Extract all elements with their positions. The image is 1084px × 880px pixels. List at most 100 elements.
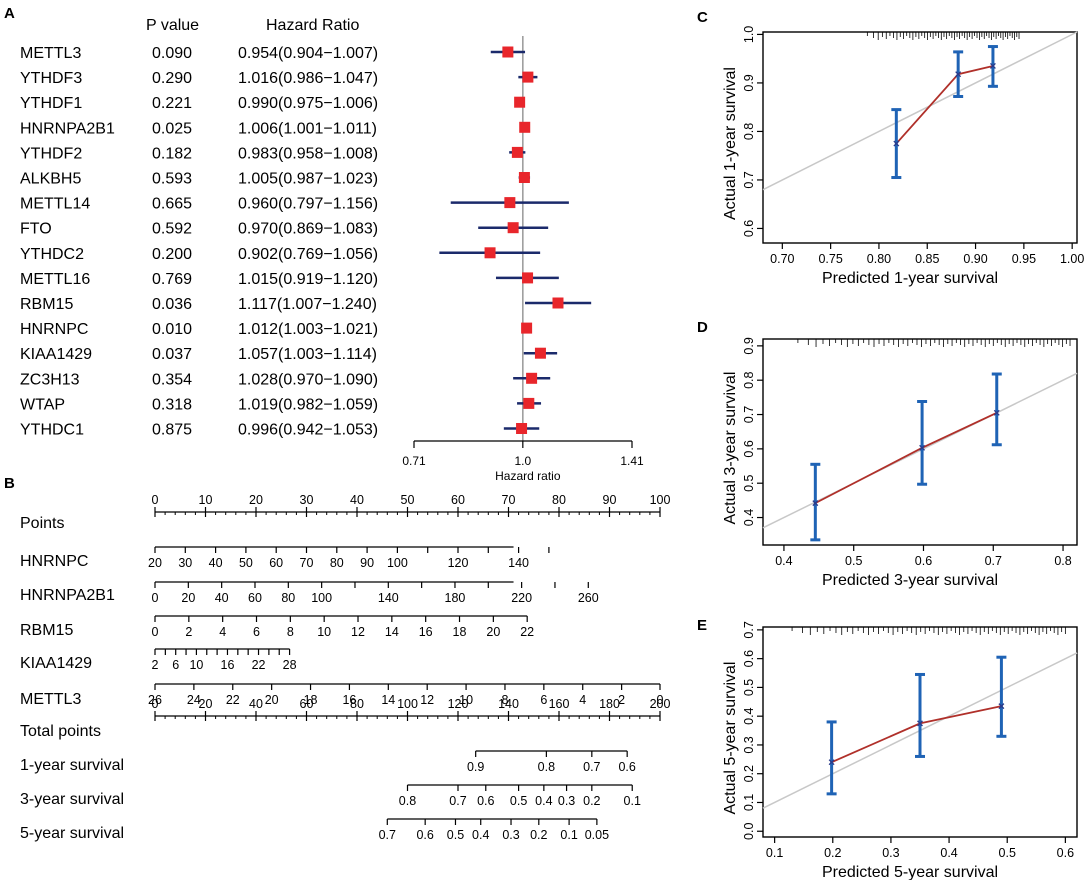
gene-label: YTHDC2 xyxy=(20,246,84,263)
nomogram-tick-label: 40 xyxy=(249,697,263,711)
nomogram-tick-label: 20 xyxy=(486,625,500,639)
gene-label: HNRNPC xyxy=(20,321,88,338)
nomogram-tick-label: 0.5 xyxy=(510,794,527,808)
hazard-ratio-text: 0.990(0.975−1.006) xyxy=(238,95,378,112)
nomogram-scale-name: Points xyxy=(20,515,64,532)
hr-marker xyxy=(523,397,535,409)
hr-marker xyxy=(507,222,519,234)
nomogram-tick-label: 0.6 xyxy=(416,828,433,842)
x-axis-title: Predicted 1-year survival xyxy=(822,270,998,287)
gene-label: YTHDF1 xyxy=(20,95,82,112)
nomogram-tick-label: 0.6 xyxy=(477,794,494,808)
hr-marker xyxy=(526,372,538,384)
y-axis-title: Actual 5-year survival xyxy=(722,662,739,815)
nomogram-scale-name: 5-year survival xyxy=(20,825,124,842)
nomogram-tick-label: 70 xyxy=(502,493,516,507)
p-value: 0.200 xyxy=(152,246,192,263)
x-tick-label: 0.4 xyxy=(775,554,792,568)
nomogram-tick-label: 140 xyxy=(378,591,399,605)
data-point-marker xyxy=(917,720,923,727)
nomogram-tick-label: 0.8 xyxy=(538,760,555,774)
nomogram-scale-name: HNRNPC xyxy=(20,553,88,570)
p-value: 0.875 xyxy=(152,422,192,439)
nomogram-tick-label: 14 xyxy=(381,693,395,707)
hr-marker xyxy=(518,172,530,183)
data-point-marker xyxy=(919,444,926,451)
data-point-marker xyxy=(812,500,819,507)
nomogram-scale-name: Total points xyxy=(20,723,101,740)
nomogram-tick-label: 18 xyxy=(304,693,318,707)
p-value: 0.592 xyxy=(152,221,192,238)
nomogram-tick-label: 40 xyxy=(350,493,364,507)
nomogram-tick-label: 10 xyxy=(459,693,473,707)
nomogram-tick-label: 20 xyxy=(199,697,213,711)
nomogram-tick-label: 100 xyxy=(397,697,418,711)
nomogram-tick-label: 260 xyxy=(578,591,599,605)
gene-label: METTL16 xyxy=(20,271,90,288)
x-tick-label: 0.85 xyxy=(915,252,939,266)
x-tick-label: 0.6 xyxy=(1057,846,1074,860)
nomogram-tick-label: 60 xyxy=(269,556,283,570)
nomogram-tick-label: 24 xyxy=(187,693,201,707)
p-value: 0.025 xyxy=(152,120,192,137)
nomogram-scale-name: HNRNPA2B1 xyxy=(20,587,115,604)
x-tick-label: 0.7 xyxy=(985,554,1002,568)
y-tick-label: 0.2 xyxy=(742,765,756,782)
hr-marker xyxy=(522,272,534,284)
hazard-ratio-text: 1.006(1.001−1.011) xyxy=(238,120,377,137)
nomogram-tick-label: 0 xyxy=(152,493,159,507)
nomogram-tick-label: 0.6 xyxy=(618,760,635,774)
nomogram-tick-label: 0.7 xyxy=(379,828,396,842)
nomogram-tick-label: 10 xyxy=(199,493,213,507)
hazard-ratio-text: 0.954(0.904−1.007) xyxy=(238,45,378,62)
data-point-marker xyxy=(955,71,962,78)
nomogram-tick-label: 60 xyxy=(451,493,465,507)
p-value: 0.036 xyxy=(152,296,192,313)
nomogram-tick-label: 0.9 xyxy=(467,760,484,774)
hr-marker xyxy=(534,347,546,359)
hr-marker xyxy=(511,146,523,158)
hr-marker xyxy=(552,297,564,309)
x-tick-label: 0.95 xyxy=(1012,252,1036,266)
p-value: 0.090 xyxy=(152,45,192,62)
ideal-diagonal-line xyxy=(762,31,1078,191)
nomogram-tick-label: 160 xyxy=(549,697,570,711)
panel-letter-b: B xyxy=(4,475,15,492)
panel-letter-a: A xyxy=(4,5,15,22)
nomogram-tick-label: 0.3 xyxy=(502,828,519,842)
nomogram-tick-label: 90 xyxy=(360,556,374,570)
nomogram-tick-label: 16 xyxy=(221,658,235,672)
data-point-marker xyxy=(828,759,835,766)
x-tick-label: 0.5 xyxy=(999,846,1016,860)
nomogram-tick-label: 0.4 xyxy=(535,794,552,808)
calibration-plot-5-year: 0.1 0.2 0.3 0.4 0.5 0.6 0.0 0.1 0.2 0.3 0.4 0.5 0.6 0… xyxy=(722,621,1078,880)
nomogram-tick-label: 28 xyxy=(283,658,297,672)
p-value: 0.354 xyxy=(152,371,192,388)
nomogram-tick-label: 20 xyxy=(249,493,263,507)
nomogram-tick-label: 20 xyxy=(181,591,195,605)
y-tick-label: 0.0 xyxy=(742,823,756,840)
x-tick-label: 0.8 xyxy=(1054,554,1071,568)
nomogram-tick-label: 0.4 xyxy=(472,828,489,842)
hazard-ratio-text: 0.983(0.958−1.008) xyxy=(238,145,378,162)
p-value: 0.665 xyxy=(152,196,192,213)
y-tick-label: 0.5 xyxy=(742,679,756,696)
data-point-marker xyxy=(993,409,1000,416)
hazard-ratio-text: 1.057(1.003−1.114) xyxy=(238,346,377,363)
hr-marker xyxy=(502,46,514,58)
nomogram-tick-label: 2 xyxy=(185,625,192,639)
hazard-ratio-text: 1.028(0.970−1.090) xyxy=(238,371,378,388)
y-tick-label: 0.6 xyxy=(742,220,756,237)
p-value: 0.318 xyxy=(152,396,192,413)
y-tick-label: 0.7 xyxy=(742,406,756,423)
nomogram-tick-label: 120 xyxy=(448,556,469,570)
x-tick-label: 0.4 xyxy=(940,846,957,860)
nomogram-tick-label: 80 xyxy=(281,591,295,605)
p-value: 0.290 xyxy=(152,70,192,87)
nomogram-tick-label: 2 xyxy=(618,693,625,707)
gene-label: METTL14 xyxy=(20,196,90,213)
nomogram-tick-label: 0.2 xyxy=(530,828,547,842)
y-tick-label: 0.1 xyxy=(742,794,756,811)
nomogram-tick-label: 100 xyxy=(311,591,332,605)
